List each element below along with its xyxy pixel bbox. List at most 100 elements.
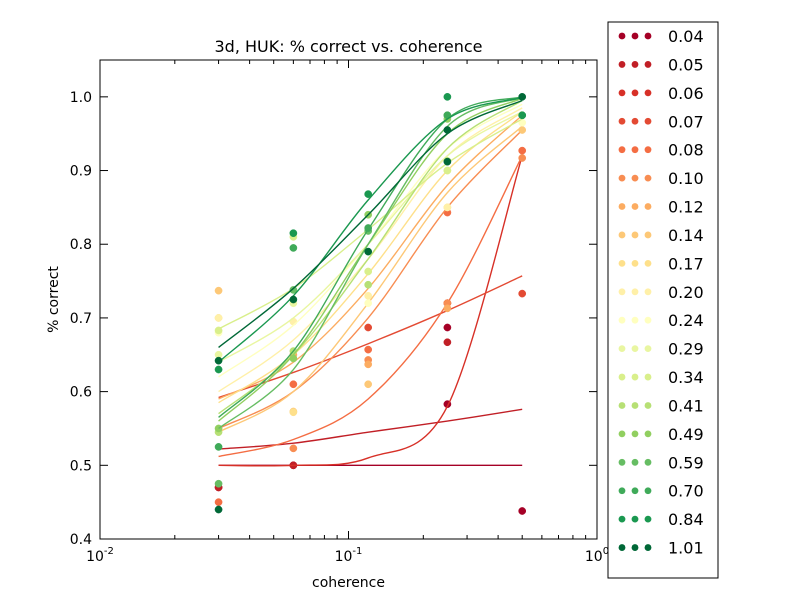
fit-curve-0.84: [218, 96, 523, 363]
data-point-0.41: [364, 280, 373, 289]
legend-marker: [618, 117, 626, 125]
data-point-1.01: [443, 126, 452, 134]
legend-label: 0.05: [668, 55, 704, 74]
series-0.84: [214, 92, 527, 374]
plot-area: 0.40.50.60.70.80.91.010-2 10-1 100: [70, 59, 609, 565]
legend-marker: [631, 402, 639, 409]
legend-marker: [618, 402, 626, 409]
x-tick-exponent: -1: [352, 546, 362, 557]
legend-marker: [631, 373, 639, 381]
y-tick-label: 0.4: [70, 532, 92, 548]
data-point-0.10: [289, 444, 298, 453]
legend-marker: [618, 430, 626, 438]
legend-item: 0.05: [618, 55, 704, 74]
data-point-0.84: [364, 190, 373, 198]
data-point-0.04: [518, 507, 527, 515]
data-point-0.07: [518, 289, 527, 298]
legend-marker: [644, 231, 652, 239]
data-point-0.07: [364, 323, 373, 332]
legend-label: 0.49: [668, 425, 704, 444]
data-point-0.17: [289, 408, 298, 417]
data-point-0.08: [214, 498, 223, 507]
data-point-0.20: [214, 314, 223, 322]
legend-label: 0.24: [668, 311, 704, 330]
legend-marker: [618, 345, 626, 353]
legend-marker: [618, 146, 626, 154]
legend-marker: [644, 544, 652, 551]
legend-label: 0.04: [668, 27, 704, 46]
legend-marker: [618, 544, 626, 551]
legend-item: 0.34: [618, 368, 704, 387]
legend-label: 0.34: [668, 368, 704, 387]
legend-marker: [644, 146, 652, 154]
legend-items: 0.04 0.05 0.06 0.07 0.08 0.10 0.12 0.14 0.17 0.20…: [618, 27, 704, 558]
legend-marker: [618, 487, 626, 495]
legend-marker: [631, 146, 639, 154]
legend-marker: [644, 316, 652, 324]
legend-label: 0.06: [668, 84, 704, 103]
legend-marker: [644, 430, 652, 438]
legend-marker: [644, 458, 652, 466]
legend-item: 0.20: [618, 283, 704, 302]
legend-marker: [644, 345, 652, 353]
legend-item: 0.84: [618, 510, 704, 529]
x-tick-label: 100: [585, 546, 609, 565]
legend-marker: [618, 259, 626, 267]
plot-background: [100, 60, 597, 539]
data-point-1.01: [214, 505, 223, 514]
fit-curve-0.10: [218, 129, 523, 430]
legend-label: 1.01: [668, 539, 704, 558]
legend-marker: [618, 373, 626, 381]
legend-marker: [631, 61, 639, 68]
data-point-1.01: [214, 356, 223, 365]
y-axis-label: % correct: [46, 266, 62, 333]
fit-curve-1.01: [218, 99, 523, 348]
data-point-0.70: [364, 224, 373, 232]
data-point-0.12: [364, 360, 373, 369]
data-point-0.08: [364, 345, 373, 354]
y-tick-label: 1.0: [70, 90, 92, 106]
legend-marker: [644, 373, 652, 381]
legend: 0.04 0.05 0.06 0.07 0.08 0.10 0.12 0.14 0.17 0.20…: [607, 21, 719, 579]
legend-marker: [631, 117, 639, 125]
data-point-0.84: [289, 229, 298, 238]
legend-marker: [644, 89, 652, 97]
legend-item: 1.01: [618, 539, 704, 558]
data-point-0.14: [518, 126, 527, 134]
legend-marker: [644, 288, 652, 296]
fit-curve-0.08: [218, 155, 523, 458]
fit-curve-0.05: [218, 408, 523, 450]
legend-marker: [631, 458, 639, 466]
legend-marker: [618, 61, 626, 68]
x-tick-label: 10-2: [86, 546, 114, 565]
legend-item: 0.12: [618, 198, 704, 217]
legend-marker: [618, 174, 626, 182]
legend-label: 0.10: [668, 169, 704, 188]
legend-marker: [631, 316, 639, 324]
data-point-0.84: [214, 365, 223, 374]
legend-label: 0.17: [668, 254, 704, 273]
data-point-1.01: [518, 92, 527, 101]
legend-label: 0.20: [668, 283, 704, 302]
legend-marker: [644, 515, 652, 523]
legend-item: 0.10: [618, 169, 704, 188]
y-tick-label: 0.6: [70, 385, 92, 401]
legend-item: 0.70: [618, 482, 704, 501]
legend-label: 0.70: [668, 482, 704, 501]
legend-marker: [631, 32, 639, 40]
data-point-0.70: [214, 443, 223, 451]
fit-curve-0.07: [218, 275, 523, 399]
x-tick-base: 10: [335, 549, 353, 565]
data-point-0.49: [289, 354, 298, 363]
data-point-0.10: [518, 154, 527, 162]
data-point-1.01: [443, 157, 452, 166]
legend-marker: [644, 32, 652, 40]
x-tick-base: 10: [585, 549, 603, 565]
x-axis-label: coherence: [312, 575, 385, 591]
legend-marker: [618, 203, 626, 210]
legend-marker: [631, 430, 639, 438]
series-layer: [214, 92, 527, 515]
data-point-0.08: [518, 146, 527, 155]
legend-marker: [644, 203, 652, 210]
